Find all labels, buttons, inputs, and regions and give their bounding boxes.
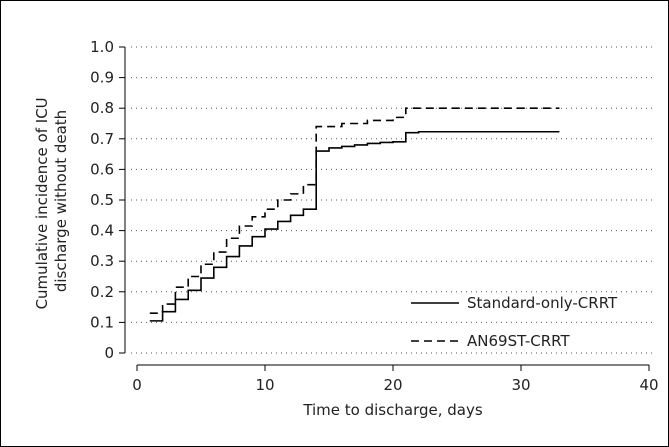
y-tick-label: 0 (104, 344, 114, 362)
x-ticks: 0 10 20 30 40 (132, 365, 659, 394)
y-tick-label: 1.0 (90, 38, 114, 56)
y-axis-title: Cumulative incidence of ICU discharge wi… (33, 93, 70, 310)
y-tick-label: 0.8 (90, 99, 114, 117)
y-tick-label: 0.2 (90, 283, 114, 301)
y-tick-label: 0.7 (90, 130, 114, 148)
x-tick-label: 10 (255, 376, 274, 394)
y-axis-title-line-2: discharge without death (52, 110, 70, 292)
y-axis-title-line-1: Cumulative incidence of ICU (33, 97, 51, 309)
axes (124, 47, 649, 366)
y-tick-label: 0.1 (90, 313, 114, 331)
x-tick-label: 20 (383, 376, 402, 394)
y-tick-label: 0.9 (90, 69, 114, 87)
y-tick-label: 0.4 (90, 222, 114, 240)
y-ticks: 0 0.1 0.2 0.3 0.4 0.5 0.6 0.7 0.8 0.9 1.0 (90, 38, 125, 362)
legend: Standard-only-CRRT AN69ST-CRRT (411, 294, 618, 350)
x-tick-label: 0 (132, 376, 142, 394)
legend-label-standard: Standard-only-CRRT (467, 294, 618, 312)
series-line-standard (149, 130, 560, 322)
series-line-an69st (149, 107, 560, 315)
x-tick-label: 30 (511, 376, 530, 394)
y-tick-label: 0.6 (90, 160, 114, 178)
legend-label-an69st: AN69ST-CRRT (467, 332, 571, 350)
y-tick-label: 0.3 (90, 252, 114, 270)
x-axis-title: Time to discharge, days (302, 401, 483, 419)
x-tick-label: 40 (639, 376, 658, 394)
y-tick-label: 0.5 (90, 191, 114, 209)
series-lines (149, 107, 560, 322)
